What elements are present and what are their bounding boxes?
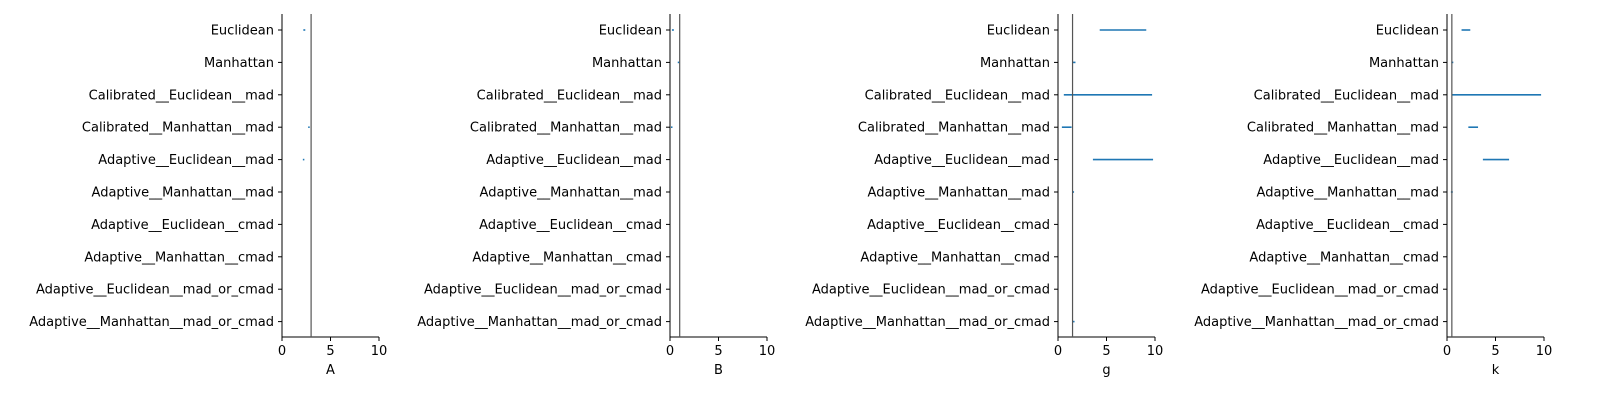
y-tick-label: Adaptive__Euclidean__cmad [1256,218,1439,233]
y-tick-label: Manhattan [980,56,1050,71]
y-tick-label: Euclidean [599,24,662,39]
x-tick-label: 5 [714,344,722,359]
x-axis-title: B [714,363,723,378]
x-tick-label: 0 [666,344,674,359]
x-tick-label: 0 [278,344,286,359]
x-axis-title: k [1492,363,1500,378]
y-tick-label: Manhattan [1369,56,1439,71]
y-tick-label: Calibrated__Euclidean__mad [89,88,274,103]
y-tick-label: Adaptive__Manhattan__mad_or_cmad [1194,315,1439,330]
x-tick-label: 10 [1536,344,1553,359]
y-tick-label: Adaptive__Manhattan__cmad [84,250,274,265]
x-tick-label: 5 [1491,344,1499,359]
y-tick-label: Adaptive__Euclidean__mad_or_cmad [812,283,1050,298]
y-tick-label: Adaptive__Manhattan__mad [1257,186,1439,201]
y-tick-label: Euclidean [987,24,1050,39]
y-tick-label: Calibrated__Euclidean__mad [477,88,662,103]
y-tick-label: Adaptive__Manhattan__mad_or_cmad [417,315,662,330]
y-tick-label: Adaptive__Euclidean__mad_or_cmad [36,283,274,298]
y-tick-label: Adaptive__Euclidean__cmad [91,218,274,233]
y-tick-label: Adaptive__Manhattan__cmad [472,250,662,265]
x-tick-label: 10 [759,344,776,359]
x-axis-title: A [326,363,335,378]
y-tick-label: Adaptive__Euclidean__mad_or_cmad [424,283,662,298]
y-tick-label: Calibrated__Euclidean__mad [1254,88,1439,103]
y-tick-label: Manhattan [204,56,274,71]
y-tick-label: Adaptive__Euclidean__mad [486,153,662,168]
x-tick-label: 0 [1443,344,1451,359]
x-tick-label: 5 [1102,344,1110,359]
subplot-2: Euclidean Manhattan Calibrated__Euclidean_… [417,14,775,378]
y-tick-label: Adaptive__Manhattan__mad_or_cmad [29,315,274,330]
x-tick-label: 0 [1054,344,1062,359]
y-tick-label: Adaptive__Euclidean__mad [1263,153,1439,168]
y-tick-label: Calibrated__Manhattan__mad [858,121,1050,136]
y-tick-label: Adaptive__Euclidean__cmad [867,218,1050,233]
y-tick-label: Adaptive__Euclidean__mad [98,153,274,168]
y-tick-label: Adaptive__Euclidean__cmad [479,218,662,233]
y-tick-label: Adaptive__Manhattan__mad [480,186,662,201]
y-tick-label: Calibrated__Euclidean__mad [865,88,1050,103]
y-tick-label: Adaptive__Manhattan__mad [868,186,1050,201]
subplot-3: Euclidean Manhattan Calibrated__Euclidean_… [805,14,1163,378]
subplot-1: Euclidean Manhattan Calibrated__Euclidean_… [29,14,387,378]
y-tick-label: Adaptive__Manhattan__cmad [860,250,1050,265]
y-tick-label: Adaptive__Euclidean__mad [874,153,1050,168]
y-tick-label: Euclidean [1376,24,1439,39]
y-tick-label: Adaptive__Manhattan__mad [92,186,274,201]
y-tick-label: Calibrated__Manhattan__mad [82,121,274,136]
x-axis-title: g [1102,363,1110,378]
x-tick-label: 5 [326,344,334,359]
y-tick-label: Calibrated__Manhattan__mad [1247,121,1439,136]
y-tick-label: Adaptive__Euclidean__mad_or_cmad [1201,283,1439,298]
y-tick-label: Euclidean [211,24,274,39]
y-tick-label: Calibrated__Manhattan__mad [470,121,662,136]
x-tick-label: 10 [1147,344,1164,359]
subplot-4: Euclidean Manhattan Calibrated__Euclidean_… [1194,14,1552,378]
x-tick-label: 10 [371,344,388,359]
y-tick-label: Adaptive__Manhattan__cmad [1249,250,1439,265]
y-tick-label: Manhattan [592,56,662,71]
y-tick-label: Adaptive__Manhattan__mad_or_cmad [805,315,1050,330]
